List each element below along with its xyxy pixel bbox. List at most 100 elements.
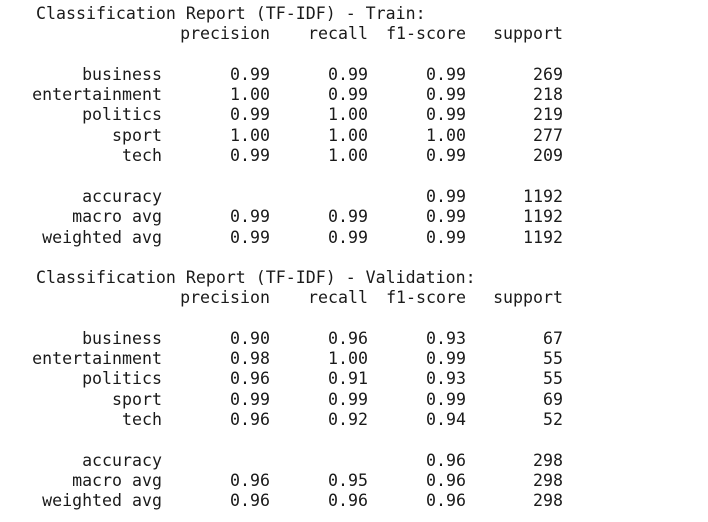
precision-value: 0.99 (230, 207, 270, 226)
recall-value: 0.99 (328, 207, 368, 226)
report-title: Classification Report (TF-IDF) - Validat… (36, 268, 476, 287)
row-label: politics (82, 369, 162, 388)
support-value: 218 (533, 85, 563, 104)
support-value: 298 (533, 471, 563, 490)
header-row: precision recall f1-score support (0, 24, 708, 44)
recall-value: 0.96 (328, 491, 368, 510)
row-label: entertainment (32, 349, 162, 368)
f1-value: 0.96 (426, 491, 466, 510)
recall-value: 0.91 (328, 369, 368, 388)
class-row-sport: sport 0.99 0.99 0.99 69 (0, 390, 708, 410)
precision-value: 0.99 (230, 65, 270, 84)
precision-value: 0.96 (230, 410, 270, 429)
summary-row-accuracy: accuracy 0.99 1192 (0, 187, 708, 207)
f1-value: 0.96 (426, 451, 466, 470)
row-label: business (82, 65, 162, 84)
row-label: tech (122, 410, 162, 429)
precision-value: 0.98 (230, 349, 270, 368)
precision-value: 1.00 (230, 126, 270, 145)
row-label: entertainment (32, 85, 162, 104)
recall-value: 0.95 (328, 471, 368, 490)
precision-value: 0.99 (230, 390, 270, 409)
support-value: 209 (533, 146, 563, 165)
row-label: weighted avg (42, 491, 162, 510)
recall-value: 1.00 (328, 105, 368, 124)
recall-value: 0.92 (328, 410, 368, 429)
class-row-politics: politics 0.99 1.00 0.99 219 (0, 105, 708, 125)
row-label: business (82, 329, 162, 348)
precision-value: 0.99 (230, 146, 270, 165)
class-row-sport: sport 1.00 1.00 1.00 277 (0, 126, 708, 146)
recall-value: 0.99 (328, 390, 368, 409)
support-value: 219 (533, 105, 563, 124)
support-value: 55 (543, 349, 563, 368)
header-f1-score: f1-score (386, 288, 466, 307)
f1-value: 0.99 (426, 85, 466, 104)
precision-value: 0.96 (230, 471, 270, 490)
precision-value: 0.99 (230, 228, 270, 247)
f1-value: 0.96 (426, 471, 466, 490)
support-value: 298 (533, 451, 563, 470)
f1-value: 0.94 (426, 410, 466, 429)
f1-value: 0.99 (426, 65, 466, 84)
class-row-tech: tech 0.96 0.92 0.94 52 (0, 410, 708, 430)
f1-value: 0.99 (426, 187, 466, 206)
support-value: 298 (533, 491, 563, 510)
precision-value: 0.96 (230, 491, 270, 510)
header-precision: precision (180, 24, 270, 43)
support-value: 1192 (523, 228, 563, 247)
f1-value: 0.99 (426, 349, 466, 368)
summary-row-macro-avg: macro avg 0.99 0.99 0.99 1192 (0, 207, 708, 227)
class-row-business: business 0.99 0.99 0.99 269 (0, 65, 708, 85)
summary-row-weighted-avg: weighted avg 0.96 0.96 0.96 298 (0, 491, 708, 511)
recall-value (280, 451, 368, 471)
recall-value: 0.99 (328, 228, 368, 247)
row-label: sport (112, 126, 162, 145)
row-label: weighted avg (42, 228, 162, 247)
header-precision: precision (180, 288, 270, 307)
recall-value (280, 187, 368, 207)
support-value: 69 (543, 390, 563, 409)
recall-value: 0.96 (328, 329, 368, 348)
row-label: politics (82, 105, 162, 124)
precision-value: 0.99 (230, 105, 270, 124)
class-row-tech: tech 0.99 1.00 0.99 209 (0, 146, 708, 166)
report-title: Classification Report (TF-IDF) - Train: (36, 4, 426, 23)
f1-value: 0.93 (426, 329, 466, 348)
header-support: support (493, 24, 563, 43)
support-value: 67 (543, 329, 563, 348)
class-row-business: business 0.90 0.96 0.93 67 (0, 329, 708, 349)
precision-value: 0.96 (230, 369, 270, 388)
support-value: 1192 (523, 187, 563, 206)
row-label: sport (112, 390, 162, 409)
recall-value: 0.99 (328, 65, 368, 84)
f1-value: 0.99 (426, 146, 466, 165)
precision-value (170, 187, 270, 207)
row-label: accuracy (82, 187, 162, 206)
f1-value: 0.93 (426, 369, 466, 388)
header-recall: recall (308, 24, 368, 43)
recall-value: 1.00 (328, 126, 368, 145)
summary-row-macro-avg: macro avg 0.96 0.95 0.96 298 (0, 471, 708, 491)
header-recall: recall (308, 288, 368, 307)
precision-value (170, 451, 270, 471)
f1-value: 0.99 (426, 228, 466, 247)
f1-value: 0.99 (426, 105, 466, 124)
recall-value: 0.99 (328, 85, 368, 104)
summary-row-accuracy: accuracy 0.96 298 (0, 451, 708, 471)
summary-row-weighted-avg: weighted avg 0.99 0.99 0.99 1192 (0, 228, 708, 248)
support-value: 55 (543, 369, 563, 388)
precision-value: 0.90 (230, 329, 270, 348)
row-label: macro avg (72, 207, 162, 226)
recall-value: 1.00 (328, 349, 368, 368)
row-label: macro avg (72, 471, 162, 490)
class-row-entertainment: entertainment 0.98 1.00 0.99 55 (0, 349, 708, 369)
class-row-politics: politics 0.96 0.91 0.93 55 (0, 369, 708, 389)
header-row: precision recall f1-score support (0, 288, 708, 308)
header-support: support (493, 288, 563, 307)
precision-value: 1.00 (230, 85, 270, 104)
header-f1-score: f1-score (386, 24, 466, 43)
recall-value: 1.00 (328, 146, 368, 165)
support-value: 277 (533, 126, 563, 145)
support-value: 52 (543, 410, 563, 429)
